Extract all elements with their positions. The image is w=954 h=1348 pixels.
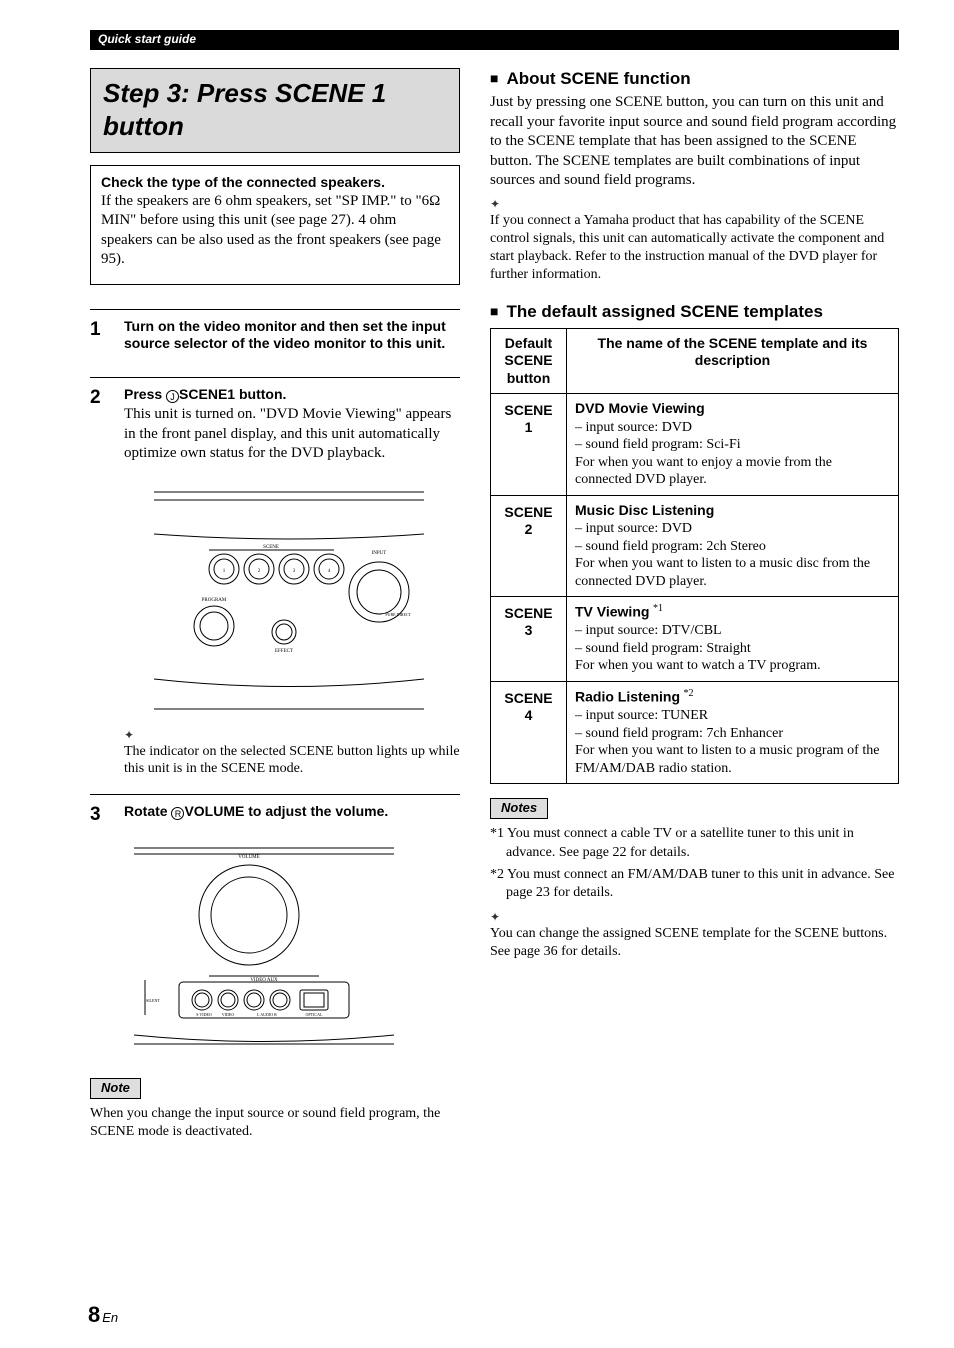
svg-text:PURE DIRECT: PURE DIRECT: [385, 612, 411, 617]
note-text: When you change the input source or soun…: [90, 1105, 460, 1141]
circle-j-icon: J: [166, 390, 179, 403]
svg-text:VIDEO AUX: VIDEO AUX: [250, 978, 278, 983]
step-1-body: Turn on the video monitor and then set t…: [124, 318, 460, 355]
step-2-post: button.: [235, 386, 286, 402]
svg-text:EFFECT: EFFECT: [275, 649, 293, 654]
step-2-bold: SCENE1: [179, 386, 235, 402]
page-number: 8En: [88, 1301, 118, 1329]
desc-cell: DVD Movie Viewing– input source: DVD– so…: [567, 394, 899, 496]
page-number-value: 8: [88, 1302, 100, 1327]
templates-hint: You can change the assigned SCENE templa…: [490, 925, 899, 961]
two-column-layout: Step 3: Press SCENE 1 button Check the t…: [90, 68, 899, 1142]
svg-text:4: 4: [328, 569, 331, 574]
left-column: Step 3: Press SCENE 1 button Check the t…: [90, 68, 460, 1142]
step-1: 1 Turn on the video monitor and then set…: [90, 309, 460, 355]
section-header: Quick start guide: [90, 30, 899, 50]
footnote-item: *2 You must connect an FM/AM/DAB tuner t…: [490, 866, 899, 902]
step-2-number: 2: [90, 386, 106, 724]
hint-icon-1: ✦: [124, 728, 460, 743]
scene-cell: SCENE4: [491, 681, 567, 783]
table-row: SCENE4Radio Listening *2– input source: …: [491, 681, 899, 783]
svg-text:1: 1: [223, 569, 226, 574]
step-3-number: 3: [90, 803, 106, 1061]
step-title: Step 3: Press SCENE 1 button: [103, 77, 447, 142]
step-2: 2 Press JSCENE1 button. This unit is tur…: [90, 377, 460, 724]
table-row: SCENE2Music Disc Listening– input source…: [491, 495, 899, 597]
step-2-hint: The indicator on the selected SCENE butt…: [124, 743, 460, 778]
volume-figure: VOLUME VIDEO AUX S VIDEO: [134, 840, 460, 1050]
right-column: ■About SCENE function Just by pressing o…: [490, 68, 899, 1142]
svg-text:2: 2: [258, 569, 261, 574]
svg-text:VOLUME: VOLUME: [238, 855, 259, 860]
svg-text:3: 3: [293, 569, 296, 574]
step-3-post: to adjust the volume.: [244, 803, 388, 819]
note-label: Note: [90, 1078, 141, 1099]
about-title: About SCENE function: [506, 69, 690, 88]
footnotes-list: *1 You must connect a cable TV or a sate…: [490, 825, 899, 902]
step-3: 3 Rotate RVOLUME to adjust the volume. V…: [90, 794, 460, 1061]
step-2-pre: Press: [124, 386, 166, 402]
scene-templates-table: Default SCENE button The name of the SCE…: [490, 328, 899, 784]
step-title-box: Step 3: Press SCENE 1 button: [90, 68, 460, 153]
about-paragraph: Just by pressing one SCENE button, you c…: [490, 93, 899, 191]
table-row: SCENE3TV Viewing *1– input source: DTV/C…: [491, 597, 899, 682]
hint-icon-3: ✦: [490, 910, 899, 925]
svg-text:VIDEO: VIDEO: [222, 1012, 235, 1017]
svg-text:L AUDIO R: L AUDIO R: [257, 1012, 277, 1017]
svg-text:SILENT: SILENT: [146, 998, 160, 1003]
about-hint: If you connect a Yamaha product that has…: [490, 212, 899, 285]
scene-cell: SCENE3: [491, 597, 567, 682]
step-2-bodytext: This unit is turned on. "DVD Movie Viewi…: [124, 405, 460, 464]
th-template-desc: The name of the SCENE template and its d…: [567, 328, 899, 394]
callout-title: Check the type of the connected speakers…: [101, 174, 449, 192]
about-scene-heading: ■About SCENE function: [490, 68, 899, 89]
svg-text:OPTICAL: OPTICAL: [306, 1012, 323, 1017]
circle-r-icon: R: [171, 807, 184, 820]
step-1-head: Turn on the video monitor and then set t…: [124, 318, 460, 353]
page-lang: En: [102, 1310, 118, 1325]
step-3-head: Rotate RVOLUME to adjust the volume.: [124, 803, 460, 821]
step-1-number: 1: [90, 318, 106, 355]
speaker-check-callout: Check the type of the connected speakers…: [90, 165, 460, 285]
templates-heading: ■The default assigned SCENE templates: [490, 301, 899, 322]
scene-button-figure: SCENE 1 2 3 4 INPUT PURE DIRECT: [154, 484, 460, 714]
footnote-item: *1 You must connect a cable TV or a sate…: [490, 825, 899, 861]
svg-text:INPUT: INPUT: [372, 551, 387, 556]
desc-cell: Radio Listening *2– input source: TUNER–…: [567, 681, 899, 783]
hint-icon-2: ✦: [490, 197, 899, 212]
step-2-body: Press JSCENE1 button. This unit is turne…: [124, 386, 460, 724]
notes-label: Notes: [490, 798, 548, 819]
svg-text:PROGRAM: PROGRAM: [202, 598, 227, 603]
scene-cell: SCENE1: [491, 394, 567, 496]
step-3-body: Rotate RVOLUME to adjust the volume. VOL…: [124, 803, 460, 1061]
scene-cell: SCENE2: [491, 495, 567, 597]
step-3-pre: Rotate: [124, 803, 171, 819]
table-header-row: Default SCENE button The name of the SCE…: [491, 328, 899, 394]
callout-body: If the speakers are 6 ohm speakers, set …: [101, 192, 449, 270]
templates-title: The default assigned SCENE templates: [506, 302, 822, 321]
desc-cell: Music Disc Listening– input source: DVD–…: [567, 495, 899, 597]
step-3-bold: VOLUME: [184, 803, 244, 819]
table-row: SCENE1DVD Movie Viewing– input source: D…: [491, 394, 899, 496]
svg-text:SCENE: SCENE: [263, 545, 279, 550]
th-default-scene: Default SCENE button: [491, 328, 567, 394]
step-2-head: Press JSCENE1 button.: [124, 386, 460, 404]
svg-text:S VIDEO: S VIDEO: [196, 1012, 212, 1017]
desc-cell: TV Viewing *1– input source: DTV/CBL– so…: [567, 597, 899, 682]
